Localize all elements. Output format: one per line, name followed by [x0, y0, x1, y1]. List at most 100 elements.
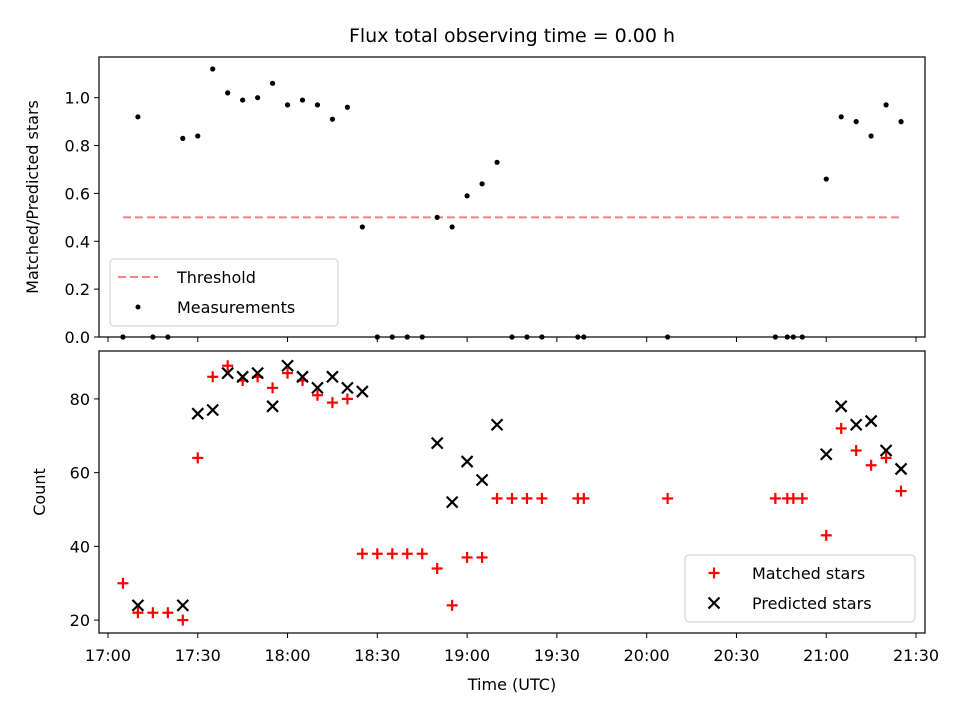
predicted-star-marker: [356, 385, 369, 398]
x-tick-label: 17:30: [175, 646, 221, 665]
top-legend-box: [109, 258, 339, 327]
measurement-point: [434, 214, 440, 220]
matched-star-marker: [267, 382, 279, 394]
top-y-axis-label: Matched/Predicted stars: [23, 100, 42, 294]
bottom-y-axis-label: Count: [30, 468, 49, 516]
matched-star-marker: [341, 393, 353, 405]
matched-star-marker: [311, 389, 323, 401]
measurement-point: [299, 97, 306, 103]
matched-star-marker: [222, 360, 234, 372]
matched-star-marker: [476, 551, 488, 563]
measurement-point: [509, 334, 515, 340]
matched-star-marker: [162, 607, 174, 619]
measurement-point: [165, 334, 171, 340]
matched-star-marker: [207, 371, 219, 383]
measurement-point: [269, 80, 276, 86]
predicted-star-marker: [206, 403, 220, 417]
top-panel: Flux total observing time = 0.00 h 0.00.…: [23, 25, 926, 347]
top-legend: Threshold Measurements: [109, 258, 339, 327]
x-axis-label: Time (UTC): [467, 675, 556, 694]
bottom-y-tick-label: 80: [70, 390, 90, 409]
measurement-point: [868, 133, 874, 139]
measurement-point: [853, 119, 859, 125]
predicted-star-marker: [475, 473, 489, 487]
predicted-star-markers: [131, 359, 908, 612]
measurement-point: [799, 334, 805, 340]
matched-star-marker: [117, 577, 129, 589]
predicted-star-marker: [191, 407, 205, 420]
bottom-y-tick-label: 40: [70, 537, 90, 556]
bottom-y-ticks: 20 40 60 80: [70, 390, 99, 630]
x-tick-label: 19:00: [444, 646, 490, 665]
measurement-point: [284, 102, 291, 108]
measurement-point: [135, 114, 141, 120]
top-x-ticks: [107, 337, 917, 342]
top-y-tick-label: 0.0: [65, 328, 90, 347]
measurement-point: [210, 66, 216, 72]
measurement-point: [898, 119, 904, 125]
predicted-star-marker: [430, 436, 444, 450]
predicted-star-marker: [221, 366, 234, 380]
predicted-star-marker: [864, 414, 878, 428]
matched-star-marker: [506, 492, 518, 504]
matched-star-marker: [177, 614, 189, 626]
legend-threshold-label: Threshold: [176, 268, 256, 287]
legend-predicted-swatch: [707, 596, 721, 610]
top-y-tick-label: 0.2: [65, 280, 90, 299]
predicted-star-marker: [131, 599, 145, 612]
matched-star-marker: [431, 562, 443, 574]
measurement-point: [255, 95, 261, 101]
measurement-point: [195, 133, 201, 139]
matched-star-marker: [282, 367, 294, 379]
measurement-point: [665, 334, 671, 340]
measurement-point: [329, 116, 336, 122]
matched-star-marker: [865, 459, 877, 471]
matched-star-marker: [820, 529, 832, 541]
measurement-points: [120, 66, 904, 340]
predicted-star-marker: [834, 400, 848, 413]
predicted-star-marker: [879, 444, 893, 457]
legend-measurement-swatch: [135, 304, 141, 310]
matched-star-marker: [662, 492, 674, 504]
matched-star-marker: [880, 452, 892, 464]
matched-star-marker: [386, 548, 398, 560]
matched-star-marker: [850, 445, 862, 457]
measurement-point: [479, 181, 485, 187]
measurement-point: [464, 193, 470, 199]
bottom-y-tick-label: 60: [70, 464, 90, 483]
predicted-star-marker: [894, 462, 908, 476]
predicted-star-marker: [281, 359, 294, 373]
measurement-point: [790, 334, 796, 340]
top-y-tick-label: 1.0: [65, 89, 90, 108]
x-tick-label: 19:30: [534, 646, 580, 665]
measurement-point: [240, 97, 246, 103]
measurement-point: [419, 334, 425, 340]
x-tick-label: 18:00: [264, 646, 310, 665]
predicted-star-marker: [341, 381, 354, 395]
predicted-star-marker: [236, 370, 249, 384]
predicted-star-marker: [326, 370, 339, 384]
matched-star-marker: [536, 492, 548, 504]
measurement-point: [389, 334, 395, 340]
matched-star-marker: [326, 397, 338, 409]
matched-star-marker: [769, 492, 781, 504]
legend-x-mark: [707, 596, 721, 610]
predicted-star-marker: [296, 370, 309, 384]
measurement-point: [314, 102, 321, 108]
measurement-point: [449, 224, 455, 230]
matched-star-marker: [446, 599, 458, 611]
bottom-legend-box: [684, 554, 916, 623]
predicted-star-marker: [266, 400, 279, 413]
top-y-tick-label: 0.4: [65, 232, 90, 251]
predicted-star-marker: [490, 418, 504, 432]
bottom-legend: Matched stars Predicted stars: [684, 554, 916, 623]
measurement-point: [344, 104, 350, 110]
top-y-tick-label: 0.8: [65, 137, 90, 156]
predicted-star-marker: [176, 599, 190, 612]
bottom-y-tick-label: 20: [70, 611, 90, 630]
measurement-point: [581, 334, 587, 340]
legend-plus-mark: [708, 567, 720, 579]
matched-star-marker: [461, 551, 473, 563]
matched-star-marker: [132, 607, 144, 619]
